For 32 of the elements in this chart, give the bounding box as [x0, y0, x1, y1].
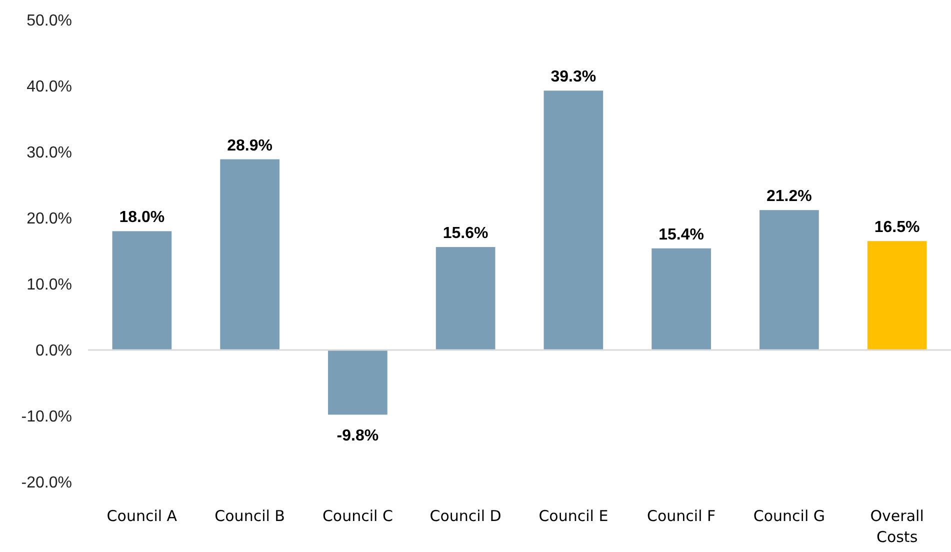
data-label: 16.5%	[874, 219, 920, 236]
x-tick-label: Council E	[538, 507, 608, 525]
bar	[867, 241, 927, 350]
bar	[328, 350, 388, 415]
y-tick-label: 40.0%	[26, 78, 72, 96]
data-label: 21.2%	[766, 188, 812, 206]
data-label: -9.8%	[336, 428, 379, 445]
bar	[220, 159, 280, 350]
y-tick-label: 20.0%	[26, 210, 72, 228]
bar	[112, 231, 172, 350]
bar	[544, 90, 604, 350]
x-tick-label: Council F	[646, 507, 716, 525]
x-tick-label: Council C	[322, 507, 393, 525]
bar	[652, 248, 711, 350]
y-tick-label: 30.0%	[26, 144, 72, 162]
x-tick-label: Overall Costs	[870, 507, 924, 546]
data-label: 39.3%	[550, 68, 596, 86]
data-label: 15.4%	[658, 226, 704, 244]
data-label: 18.0%	[119, 209, 165, 226]
x-tick-label: Council A	[106, 507, 178, 525]
data-label: 28.9%	[227, 137, 272, 154]
y-tick-label: 0.0%	[36, 342, 72, 360]
x-tick-label: Council G	[753, 507, 826, 525]
y-tick-label: -20.0%	[21, 474, 72, 492]
y-tick-label: 10.0%	[26, 276, 72, 294]
bar	[760, 210, 819, 350]
x-tick-label: Council D	[430, 507, 502, 525]
x-tick-label: Council B	[214, 507, 285, 525]
y-tick-label: 50.0%	[26, 12, 72, 30]
bar	[436, 247, 496, 350]
y-tick-label: -10.0%	[21, 408, 72, 426]
data-label: 15.6%	[442, 225, 488, 242]
